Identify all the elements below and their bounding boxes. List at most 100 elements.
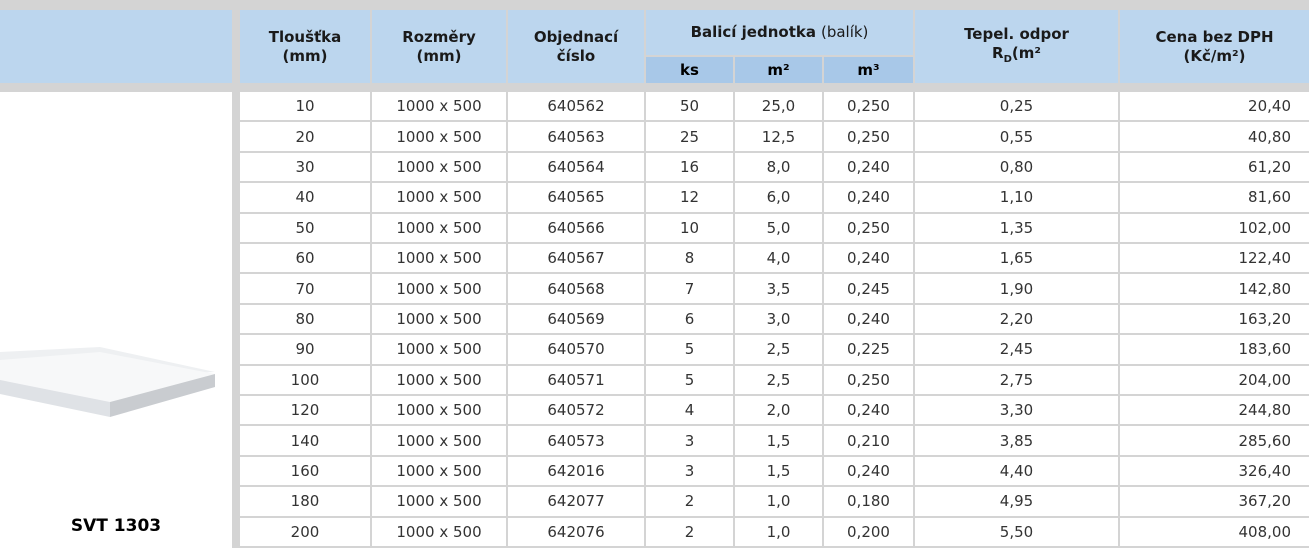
- cell: 0,240: [824, 152, 913, 182]
- cell: 70: [240, 274, 370, 303]
- header-text: R: [992, 43, 1004, 62]
- cell: 640567: [508, 244, 644, 273]
- cell: 408,00: [1120, 517, 1309, 546]
- cell: 0,250: [824, 213, 913, 242]
- cell: 0,225: [824, 335, 913, 364]
- header-dimensions: Rozměry (mm): [372, 10, 506, 83]
- cell: 2: [646, 487, 733, 516]
- cell: 640569: [508, 304, 644, 334]
- cell: 640563: [508, 122, 644, 151]
- cell: 160: [240, 456, 370, 486]
- cell: 1,0: [735, 487, 822, 516]
- cell: 1000 x 500: [372, 517, 506, 546]
- cell: 0,245: [824, 274, 913, 303]
- cell: 0,180: [824, 487, 913, 516]
- cell: 0,55: [915, 122, 1118, 151]
- cell: 10: [240, 92, 370, 121]
- cell: 640564: [508, 152, 644, 182]
- cell: 5: [646, 365, 733, 394]
- cell: 0,250: [824, 365, 913, 394]
- header-text: Tloušťka: [268, 27, 342, 46]
- cell: 0,210: [824, 426, 913, 455]
- cell: 642016: [508, 456, 644, 486]
- cell: 2,0: [735, 396, 822, 425]
- cell: 1000 x 500: [372, 335, 506, 364]
- cell: 640565: [508, 183, 644, 212]
- cell: 163,20: [1120, 304, 1309, 334]
- cell: 3,85: [915, 426, 1118, 455]
- cell: 640566: [508, 213, 644, 242]
- header-resistance: Tepel. odpor RD(m²: [915, 10, 1118, 83]
- cell: 81,60: [1120, 183, 1309, 212]
- cell: 1000 x 500: [372, 183, 506, 212]
- cell: 1000 x 500: [372, 92, 506, 121]
- cell: 204,00: [1120, 365, 1309, 394]
- corner-header: [0, 10, 232, 83]
- cell: 50: [240, 213, 370, 242]
- header-text: (mm): [416, 46, 462, 65]
- cell: 102,00: [1120, 213, 1309, 242]
- cell: 2,75: [915, 365, 1118, 394]
- header-text: (Kč/m²): [1183, 46, 1246, 65]
- cell: 0,240: [824, 304, 913, 334]
- cell: 1000 x 500: [372, 244, 506, 273]
- header-text: m²: [767, 61, 790, 79]
- cell: 4,95: [915, 487, 1118, 516]
- cell: 1,90: [915, 274, 1118, 303]
- cell: 326,40: [1120, 456, 1309, 486]
- cell: 142,80: [1120, 274, 1309, 303]
- cell: 640572: [508, 396, 644, 425]
- cell: 3,30: [915, 396, 1118, 425]
- cell: 2,5: [735, 365, 822, 394]
- header-order_number: Objednací číslo: [508, 10, 644, 83]
- header-price: Cena bez DPH (Kč/m²): [1120, 10, 1309, 83]
- cell: 5: [646, 335, 733, 364]
- cell: 183,60: [1120, 335, 1309, 364]
- cell: 640570: [508, 335, 644, 364]
- subheader: m³: [824, 57, 913, 83]
- cell: 122,40: [1120, 244, 1309, 273]
- cell: 16: [646, 152, 733, 182]
- header-text: (balík): [820, 23, 869, 41]
- cell: 4: [646, 396, 733, 425]
- cell: 25,0: [735, 92, 822, 121]
- cell: 6: [646, 304, 733, 334]
- cell: 0,240: [824, 244, 913, 273]
- cell: 0,250: [824, 122, 913, 151]
- header-text: číslo: [556, 46, 596, 65]
- cell: 642077: [508, 487, 644, 516]
- cell: 3,5: [735, 274, 822, 303]
- product-panel: SVT 1303: [0, 92, 232, 548]
- cell: 0,240: [824, 183, 913, 212]
- cell: 4,40: [915, 456, 1118, 486]
- header-text: (mm): [282, 46, 328, 65]
- header-text: Balicí jednotka: [690, 23, 816, 41]
- cell: 2,5: [735, 335, 822, 364]
- cell: 2: [646, 517, 733, 546]
- header-package: Balicí jednotka (balík): [646, 10, 913, 55]
- cell: 1000 x 500: [372, 213, 506, 242]
- cell: 25: [646, 122, 733, 151]
- cell: 90: [240, 335, 370, 364]
- header-text: ks: [680, 61, 699, 79]
- header-text: Tepel. odpor: [964, 24, 1069, 43]
- cell: 8: [646, 244, 733, 273]
- cell: 140: [240, 426, 370, 455]
- cell: 20: [240, 122, 370, 151]
- cell: 285,60: [1120, 426, 1309, 455]
- cell: 40,80: [1120, 122, 1309, 151]
- cell: 1000 x 500: [372, 396, 506, 425]
- cell: 1,5: [735, 426, 822, 455]
- cell: 0,200: [824, 517, 913, 546]
- cell: 50: [646, 92, 733, 121]
- cell: 1,35: [915, 213, 1118, 242]
- cell: 120: [240, 396, 370, 425]
- cell: 367,20: [1120, 487, 1309, 516]
- subheader: m²: [735, 57, 822, 83]
- header-text: D: [1003, 53, 1012, 65]
- cell: 1000 x 500: [372, 304, 506, 334]
- cell: 1000 x 500: [372, 487, 506, 516]
- cell: 1000 x 500: [372, 152, 506, 182]
- cell: 0,250: [824, 92, 913, 121]
